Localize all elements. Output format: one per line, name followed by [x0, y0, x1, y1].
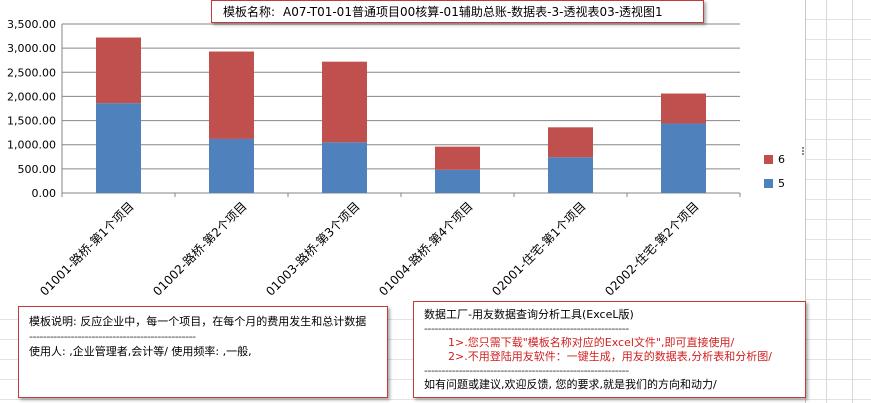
- legend-swatch-5: [764, 178, 773, 188]
- x-category-label: 01004-路桥-第4个项目: [376, 199, 476, 299]
- tool-info-box: 数据工厂-用友数据查询分析工具(ExceL版) ----------------…: [413, 301, 806, 398]
- tool-info-title: 数据工厂-用友数据查询分析工具(ExceL版): [424, 308, 634, 321]
- resize-handle[interactable]: [800, 146, 806, 158]
- bar-series-6-6[interactable]: [661, 93, 706, 124]
- x-category-label: 02001-住宅-第1个项目: [489, 199, 589, 299]
- description-separator: ----------------------------------------…: [29, 330, 196, 343]
- bar-series-6-4[interactable]: [435, 146, 480, 170]
- description-text: 模板说明: 反应企业中，每一个项目，在每个月的费用发生和总计数据: [29, 315, 367, 328]
- y-tick-label: 3,000.00: [7, 42, 56, 55]
- stacked-bar-chart[interactable]: 0.00 500.00 1,000.00 1,500.00 2,000.00 2,500.…: [0, 0, 806, 300]
- x-category-label: 01003-路桥-第3个项目: [263, 199, 363, 299]
- y-tick-label: 1,000.00: [7, 139, 56, 152]
- bar-series-6-5[interactable]: [548, 127, 593, 158]
- bar-series-5-3[interactable]: [322, 142, 367, 193]
- tool-info-point-2: 2>.不用登陆用友软件：一键生成，用友的数据表,分析表和分析图/: [448, 350, 772, 363]
- bar-series-6-2[interactable]: [209, 51, 254, 139]
- legend-label-6: 6: [778, 152, 785, 166]
- legend-label-5: 5: [778, 176, 785, 190]
- column-line: [852, 0, 853, 403]
- y-tick-label: 3,500.00: [7, 18, 56, 31]
- y-tick-label: 500.00: [18, 163, 57, 176]
- bar-series-5-2[interactable]: [209, 138, 254, 193]
- legend-item-6[interactable]: 6: [764, 147, 785, 171]
- tool-info-point-1: 1>.您只需下载"模板名称对应的Excel文件",即可直接使用/: [448, 336, 735, 349]
- template-title-text: A07-T01-01普通项目00核算-01辅助总账-数据表-3-透视表03-透视…: [283, 5, 663, 19]
- template-title-label: 模板名称:: [223, 5, 276, 19]
- bar-series-5-5[interactable]: [548, 157, 593, 193]
- y-tick-label: 0.00: [32, 187, 57, 200]
- x-category-label: 01002-路桥-第2个项目: [150, 199, 250, 299]
- bar-series-6-1[interactable]: [96, 37, 141, 104]
- template-title-box: 模板名称: A07-T01-01普通项目00核算-01辅助总账-数据表-3-透视表…: [211, 0, 704, 23]
- x-category-label: 02002-住宅-第2个项目: [602, 199, 702, 299]
- bar-series-5-6[interactable]: [661, 123, 706, 193]
- tool-info-footer: 如有问题或建议,欢迎反馈, 您的要求,就是我们的方向和动力/: [424, 378, 717, 391]
- tool-info-separator: ----------------------------------------…: [424, 364, 629, 377]
- y-tick-label: 2,500.00: [7, 66, 56, 79]
- bar-series-5-4[interactable]: [435, 169, 480, 193]
- column-line: [826, 0, 827, 403]
- y-tick-label: 2,000.00: [7, 90, 56, 103]
- template-description-box: 模板说明: 反应企业中，每一个项目，在每个月的费用发生和总计数据 -------…: [18, 306, 388, 398]
- chart-border: [805, 0, 806, 403]
- description-usage: 使用人: ,企业管理者,会计等/ 使用频率: ,一般,: [29, 345, 252, 358]
- legend-item-5[interactable]: 5: [764, 171, 785, 195]
- x-category-label: 01001-路桥-第1个项目: [37, 199, 137, 299]
- y-tick-label: 1,500.00: [7, 115, 56, 128]
- bar-series-5-1[interactable]: [96, 103, 141, 193]
- tool-info-separator: ----------------------------------------…: [424, 322, 629, 335]
- legend-swatch-6: [764, 154, 773, 164]
- chart-legend[interactable]: 6 5: [764, 147, 785, 195]
- bar-series-6-3[interactable]: [322, 61, 367, 143]
